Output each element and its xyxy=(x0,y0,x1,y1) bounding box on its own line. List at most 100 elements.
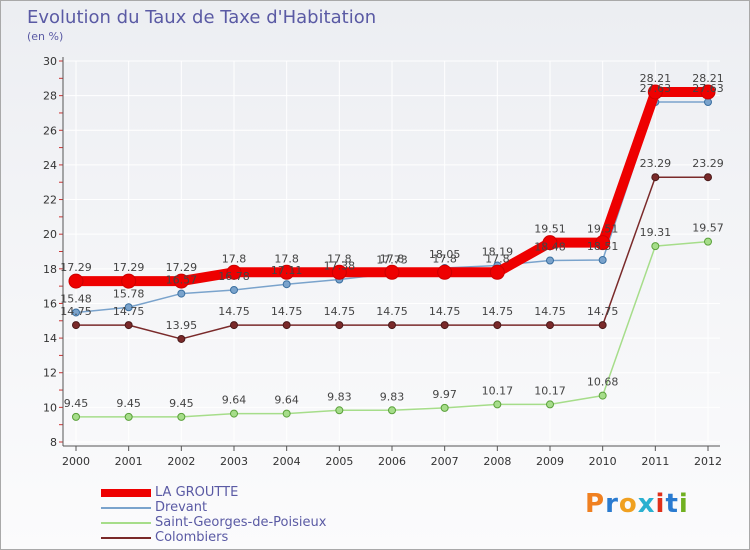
y-tick-label: 14 xyxy=(43,332,57,345)
chart-title: Evolution du Taux de Taxe d'Habitation xyxy=(27,7,377,28)
x-tick-label: 2005 xyxy=(325,455,353,468)
y-tick-label: 22 xyxy=(43,194,57,207)
data-point xyxy=(177,412,186,421)
data-label: 14.75 xyxy=(324,305,356,318)
data-label: 17.8 xyxy=(327,252,352,265)
y-tick-label: 30 xyxy=(43,55,57,68)
data-point xyxy=(651,173,660,182)
data-label: 17.29 xyxy=(113,261,145,274)
data-point xyxy=(226,264,242,280)
data-label: 14.75 xyxy=(534,305,566,318)
data-point xyxy=(651,242,660,251)
legend-swatch xyxy=(101,536,151,539)
data-point xyxy=(282,409,291,418)
data-label: 18.51 xyxy=(587,240,619,253)
data-point xyxy=(230,285,238,294)
data-point xyxy=(546,321,554,330)
data-point xyxy=(282,280,291,289)
data-label: 9.45 xyxy=(64,397,89,410)
legend-swatch xyxy=(101,521,151,524)
data-label: 14.75 xyxy=(376,305,408,318)
data-point xyxy=(72,308,80,317)
data-point xyxy=(173,273,189,289)
x-tick-label: 2012 xyxy=(694,455,722,468)
data-label: 9.83 xyxy=(327,390,352,403)
x-tick-label: 2008 xyxy=(483,455,511,468)
data-point xyxy=(598,321,607,330)
data-point xyxy=(335,406,344,415)
x-tick-label: 2002 xyxy=(167,455,195,468)
data-point xyxy=(700,84,716,100)
x-tick-label: 2003 xyxy=(220,455,248,468)
data-point xyxy=(493,321,502,330)
data-point xyxy=(489,264,505,280)
data-point xyxy=(598,391,607,400)
x-tick-label: 2011 xyxy=(641,455,669,468)
data-label: 17.8 xyxy=(274,252,299,265)
data-point xyxy=(331,264,347,280)
x-tick-label: 2004 xyxy=(273,455,301,468)
data-point xyxy=(124,321,133,330)
data-point xyxy=(704,237,712,246)
data-label: 10.17 xyxy=(534,384,566,397)
data-label: 15.48 xyxy=(60,292,92,305)
data-label: 28.21 xyxy=(692,72,724,85)
data-point xyxy=(647,84,663,100)
x-tick-label: 2009 xyxy=(536,455,564,468)
data-label: 9.64 xyxy=(274,394,299,407)
chart-subtitle: (en %) xyxy=(27,30,64,43)
data-label: 18.05 xyxy=(429,248,461,261)
proxiti-logo: Proxiti xyxy=(585,489,689,519)
data-point xyxy=(388,321,396,330)
y-tick-label: 12 xyxy=(43,367,57,380)
data-label: 14.75 xyxy=(218,305,250,318)
x-tick-label: 2000 xyxy=(62,455,90,468)
y-tick-label: 24 xyxy=(43,159,57,172)
data-label: 10.68 xyxy=(587,376,619,389)
data-label: 13.95 xyxy=(166,319,198,332)
data-label: 27.63 xyxy=(640,82,672,95)
data-point xyxy=(437,264,453,280)
data-label: 14.75 xyxy=(113,305,145,318)
y-tick-label: 18 xyxy=(43,263,57,276)
data-label: 9.64 xyxy=(222,394,247,407)
data-label: 19.31 xyxy=(640,226,672,239)
data-point xyxy=(388,406,396,415)
data-point xyxy=(335,321,344,330)
data-label: 27.63 xyxy=(692,82,724,95)
x-tick-label: 2007 xyxy=(431,455,459,468)
legend-label: Saint-Georges-de-Poisieux xyxy=(155,515,327,530)
data-point xyxy=(177,289,186,298)
data-point xyxy=(230,409,238,418)
data-point xyxy=(68,273,84,289)
data-point xyxy=(279,264,295,280)
data-label: 10.17 xyxy=(482,384,514,397)
data-point xyxy=(542,235,558,251)
data-label: 17.73 xyxy=(376,253,408,266)
data-label: 17.29 xyxy=(60,261,92,274)
data-point xyxy=(493,400,502,409)
data-label: 9.45 xyxy=(169,397,194,410)
data-point xyxy=(124,303,133,312)
x-tick-label: 2010 xyxy=(589,455,617,468)
data-label: 17.29 xyxy=(166,261,198,274)
legend-item: Drevant xyxy=(101,500,326,515)
data-label: 17.11 xyxy=(271,264,303,277)
data-label: 14.75 xyxy=(429,305,461,318)
data-point xyxy=(440,321,449,330)
data-point xyxy=(177,334,186,343)
data-point xyxy=(595,235,611,251)
data-point xyxy=(72,412,80,421)
legend-label: LA GROUTTE xyxy=(155,485,239,500)
y-tick-label: 8 xyxy=(50,436,57,449)
data-point xyxy=(440,403,449,412)
data-point xyxy=(124,412,133,421)
data-point xyxy=(121,273,137,289)
data-label: 16.57 xyxy=(166,274,198,287)
x-tick-label: 2001 xyxy=(115,455,143,468)
data-label: 19.51 xyxy=(534,223,566,236)
data-point xyxy=(546,256,554,265)
data-label: 28.21 xyxy=(640,72,672,85)
data-point xyxy=(282,321,291,330)
